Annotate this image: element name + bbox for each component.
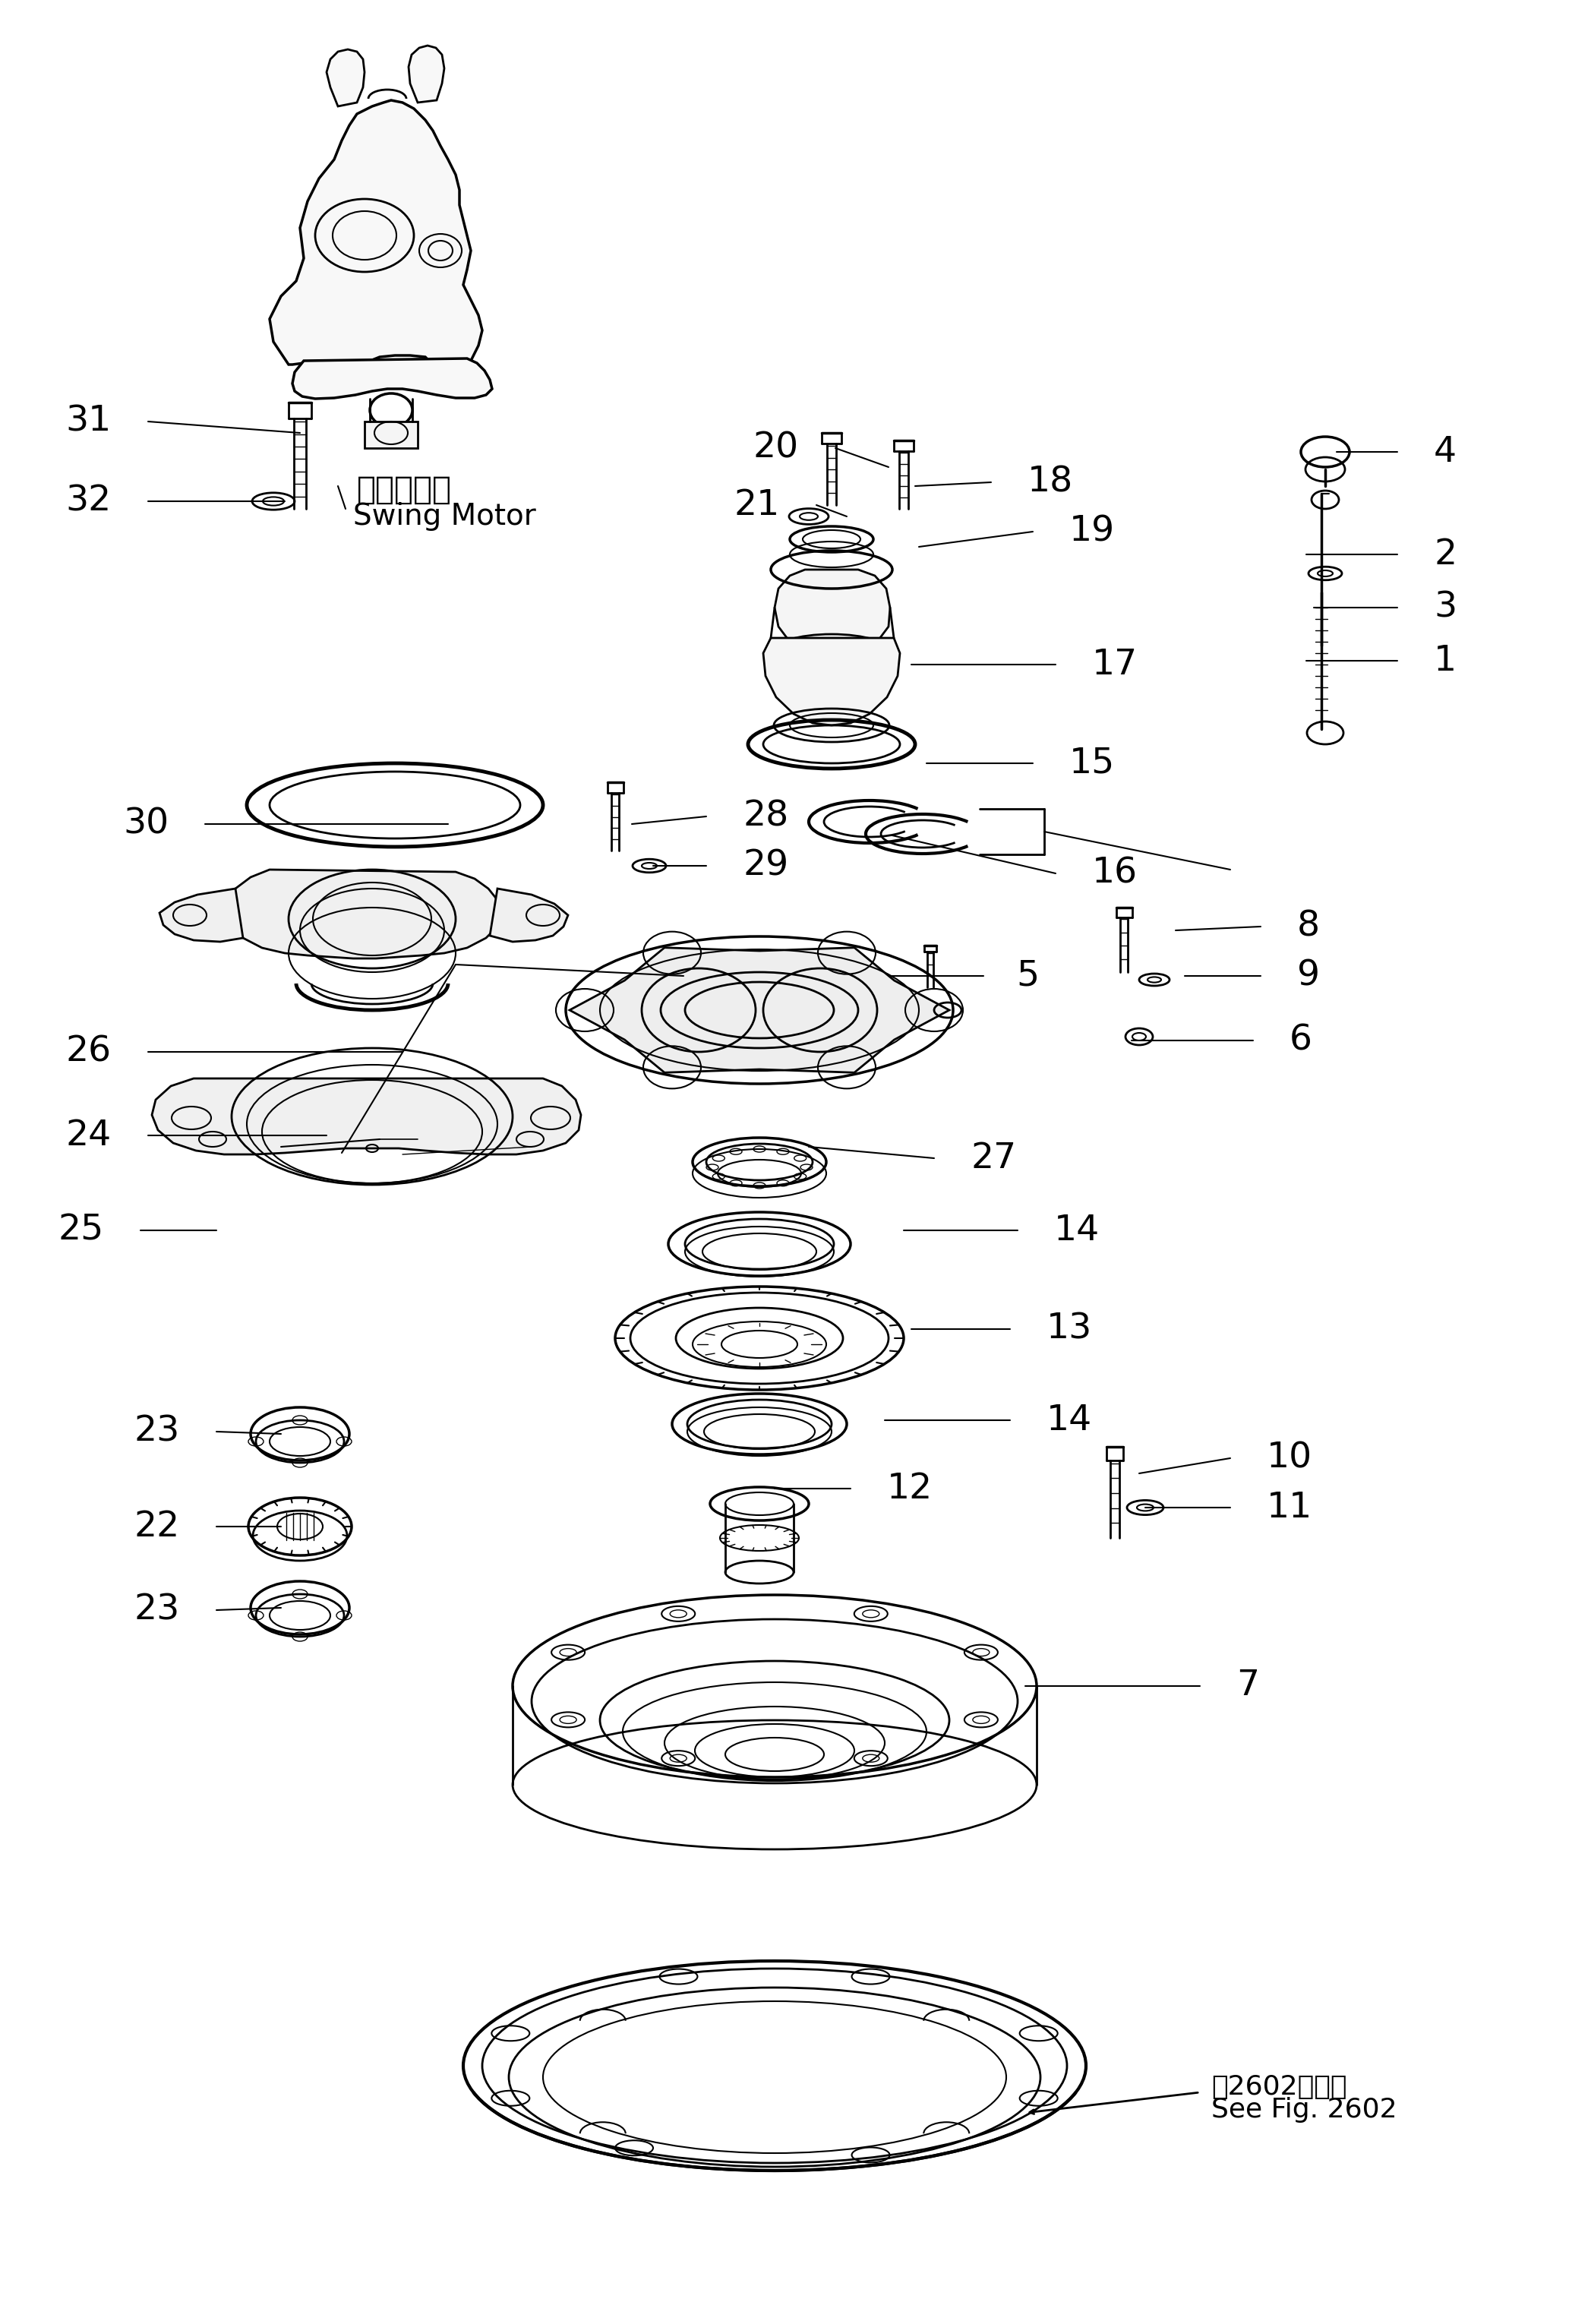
Text: 7: 7 (1236, 1669, 1258, 1703)
Text: 5: 5 (1017, 960, 1039, 992)
Text: 16: 16 (1091, 855, 1138, 890)
Text: 19: 19 (1069, 514, 1115, 548)
Text: 旋回モータ: 旋回モータ (356, 474, 452, 507)
Text: 8: 8 (1297, 909, 1321, 944)
Polygon shape (409, 46, 444, 102)
Text: 12: 12 (888, 1471, 932, 1506)
Text: 18: 18 (1028, 465, 1074, 500)
Text: 30: 30 (123, 806, 169, 841)
Text: 1: 1 (1433, 644, 1457, 679)
Text: 23: 23 (134, 1592, 180, 1627)
Text: 23: 23 (134, 1415, 180, 1448)
Text: 6: 6 (1290, 1023, 1313, 1057)
Polygon shape (293, 358, 492, 400)
Polygon shape (364, 421, 418, 449)
Text: 32: 32 (65, 483, 111, 518)
Text: 25: 25 (59, 1213, 103, 1248)
Polygon shape (326, 49, 364, 107)
Text: 22: 22 (134, 1511, 180, 1543)
Text: 26: 26 (65, 1034, 111, 1069)
Text: 3: 3 (1433, 590, 1457, 625)
Text: 29: 29 (743, 848, 789, 883)
Text: 11: 11 (1266, 1490, 1313, 1525)
Text: 21: 21 (733, 488, 780, 523)
Text: See Fig. 2602: See Fig. 2602 (1211, 2096, 1397, 2122)
Text: Swing Motor: Swing Motor (353, 502, 536, 530)
Text: 13: 13 (1047, 1313, 1093, 1346)
Text: 24: 24 (65, 1118, 111, 1153)
Polygon shape (775, 569, 889, 655)
Polygon shape (269, 100, 482, 379)
Text: 15: 15 (1069, 746, 1115, 781)
Text: 27: 27 (971, 1141, 1017, 1176)
Text: 31: 31 (65, 404, 111, 439)
Text: 28: 28 (743, 799, 789, 834)
Polygon shape (490, 888, 568, 941)
Text: 4: 4 (1433, 435, 1457, 469)
Polygon shape (764, 639, 901, 725)
Text: 第2602図参照: 第2602図参照 (1211, 2073, 1348, 2101)
Polygon shape (228, 869, 501, 957)
Text: 17: 17 (1091, 648, 1138, 681)
Text: 10: 10 (1266, 1441, 1313, 1476)
Text: 14: 14 (1055, 1213, 1099, 1248)
Text: 20: 20 (753, 430, 799, 465)
Text: 9: 9 (1297, 960, 1321, 992)
Polygon shape (570, 948, 950, 1074)
Text: 2: 2 (1433, 537, 1457, 572)
Text: 14: 14 (1047, 1404, 1093, 1436)
Polygon shape (159, 888, 243, 941)
Polygon shape (151, 1078, 581, 1155)
